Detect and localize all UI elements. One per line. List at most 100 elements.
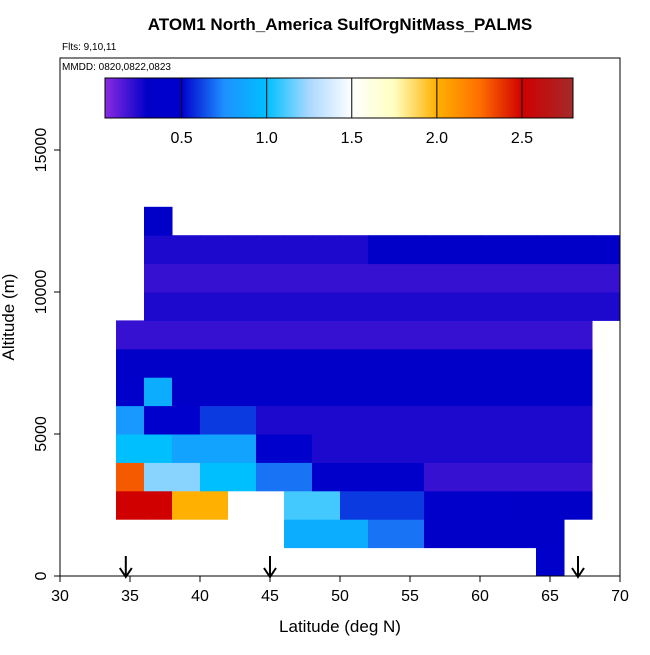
heatmap-cell [592, 292, 621, 321]
colorbar-tick-label: 0.5 [170, 130, 192, 147]
heatmap-cell [480, 235, 509, 265]
heatmap-cell [284, 490, 313, 520]
heatmap-cell [424, 348, 453, 378]
heatmap-cell [396, 263, 425, 293]
heatmap-cell [396, 320, 425, 350]
heatmap-cell [564, 434, 593, 463]
heatmap-cell [172, 263, 201, 293]
heatmap-cell [200, 377, 229, 407]
heatmap-cell [368, 320, 397, 350]
heatmap-cell [424, 235, 453, 265]
heatmap-cell [172, 235, 201, 265]
heatmap-cell [144, 405, 173, 435]
heatmap-cell [256, 263, 285, 293]
heatmap-cell [284, 235, 313, 265]
y-tick-label: 15000 [33, 128, 50, 173]
heatmap-cell [480, 377, 509, 407]
heatmap-cell [172, 348, 201, 378]
heatmap-cell [116, 490, 145, 520]
heatmap-cell [396, 462, 425, 492]
heatmap-cell [536, 320, 565, 350]
heatmap-cell [228, 320, 257, 350]
heatmap-cell [480, 405, 509, 435]
heatmap-cell [340, 320, 369, 350]
y-tick-label: 0 [33, 571, 50, 580]
heatmap-cell [312, 292, 341, 321]
heatmap-cell [452, 490, 481, 520]
marker-head [118, 567, 133, 579]
heatmap-cell [256, 320, 285, 350]
heatmap-cell [480, 490, 509, 520]
heatmap-cell [144, 490, 173, 520]
heatmap-cell [424, 292, 453, 321]
x-tick-label: 60 [471, 588, 489, 605]
heatmap-cell [228, 490, 257, 520]
heatmap-cell [564, 320, 593, 350]
heatmap-cell [452, 348, 481, 378]
heatmap-cell [508, 377, 537, 407]
heatmap-cell [116, 320, 145, 350]
heatmap-cell [508, 263, 537, 293]
heatmap-cell [536, 348, 565, 378]
heatmap-cell [144, 377, 173, 407]
heatmap-cell [368, 292, 397, 321]
heatmap-cell [452, 405, 481, 435]
heatmap-cell [312, 377, 341, 407]
heatmap-cell [312, 462, 341, 492]
heatmap-cell [340, 377, 369, 407]
heatmap-cell [200, 320, 229, 350]
heatmap-cell [536, 292, 565, 321]
heatmap-cell [480, 348, 509, 378]
heatmap-cell [200, 405, 229, 435]
heatmap-cell [284, 320, 313, 350]
heatmap-cell [592, 235, 621, 265]
heatmap-cell [256, 434, 285, 463]
heatmap-cell [396, 348, 425, 378]
heatmap-cell [508, 405, 537, 435]
heatmap-cell [452, 462, 481, 492]
heatmap-cell [368, 405, 397, 435]
heatmap-cell [228, 462, 257, 492]
heatmap-cell [312, 405, 341, 435]
heatmap-cell [284, 292, 313, 321]
heatmap-cell [228, 434, 257, 463]
heatmap-cell [396, 292, 425, 321]
heatmap-cell [340, 235, 369, 265]
heatmap-cell [424, 490, 453, 520]
heatmap-cell [340, 405, 369, 435]
heatmap-cell [284, 348, 313, 378]
heatmap-cell [144, 348, 173, 378]
y-tick-label: 5000 [33, 416, 50, 452]
heatmap-cell [284, 263, 313, 293]
heatmap-cell [228, 263, 257, 293]
heatmap-cell [228, 348, 257, 378]
heatmap-cell [480, 462, 509, 492]
heatmap-cell [256, 490, 285, 520]
heatmap-cell [536, 462, 565, 492]
heatmap-cell [508, 519, 537, 549]
heatmap-cell [172, 490, 201, 520]
heatmap-cell [340, 434, 369, 463]
marker-head [571, 567, 585, 579]
heatmap-cell [200, 348, 229, 378]
heatmap-cell [368, 462, 397, 492]
colorbar-tick-label: 1.5 [341, 130, 363, 147]
heatmap-cell [564, 235, 593, 265]
heatmap-cell [508, 434, 537, 463]
heatmap-cell [536, 405, 565, 435]
flight-marker [118, 556, 133, 579]
heatmap-cell [424, 405, 453, 435]
heatmap-cell [536, 490, 565, 520]
heatmap-cell [508, 490, 537, 520]
heatmap-cell [564, 405, 593, 435]
heatmap-cell [144, 462, 173, 492]
heatmap-cell [564, 377, 593, 407]
marker-head [263, 567, 277, 579]
heatmap-cell [284, 519, 313, 549]
colorbar-tick-label: 2.0 [426, 130, 448, 147]
heatmap-cell [480, 434, 509, 463]
heatmap-cell [452, 320, 481, 350]
heatmap-cell [340, 348, 369, 378]
heatmap-cell [312, 434, 341, 463]
